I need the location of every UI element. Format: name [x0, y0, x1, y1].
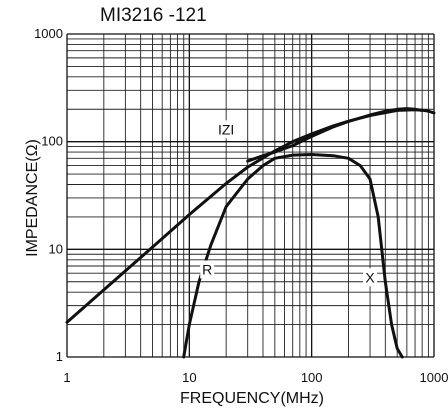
series-line-r [182, 153, 404, 359]
x-tick-label: 10 [182, 370, 196, 385]
y-tick-label: 100 [41, 134, 63, 149]
series-label-bg [200, 260, 215, 279]
series-line-x [246, 107, 424, 163]
plot-curves [65, 107, 436, 359]
plot-grid [66, 33, 435, 358]
x-tick-label: 1000 [420, 370, 448, 385]
series-label-r: R [202, 261, 212, 277]
y-tick-labels: 1 10 100 1000 [34, 26, 63, 364]
y-axis-label: IMPEDANCE(Ω) [24, 139, 41, 257]
chart-title: MI3216 -121 [100, 5, 207, 26]
series-label-bg [363, 268, 378, 287]
series-label-izi: IZI [218, 121, 234, 137]
x-axis-label: FREQUENCY(MHz) [180, 390, 324, 407]
series-label-x: X [365, 269, 375, 285]
curve-labels: IZI R X [200, 120, 378, 287]
x-tick-label: 1 [63, 370, 70, 385]
y-tick-label: 10 [49, 241, 63, 256]
x-tick-label: 100 [301, 370, 323, 385]
y-tick-label: 1 [56, 349, 63, 364]
series-label-bg [211, 120, 242, 139]
y-tick-label: 1000 [34, 26, 63, 41]
x-tick-labels: 1 10 100 1000 [63, 370, 448, 385]
